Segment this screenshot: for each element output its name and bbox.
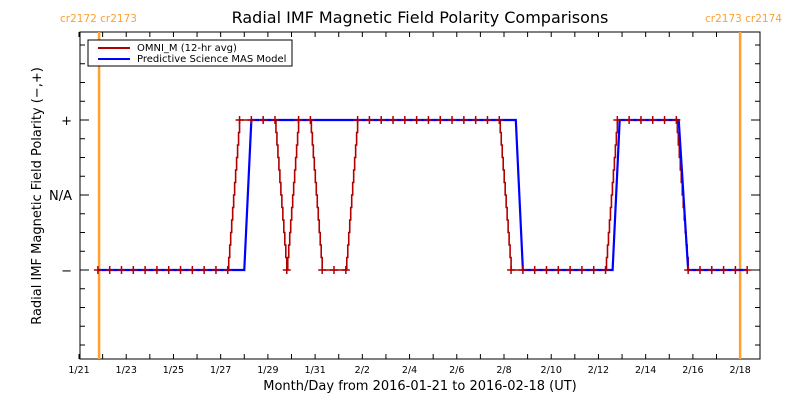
- data-point-omni: [200, 266, 209, 274]
- data-point-omni: [707, 266, 716, 274]
- data-point-omni: [448, 116, 457, 124]
- y-axis-label: Radial IMF Magnetic Field Polarity (−,+): [30, 67, 45, 325]
- data-point-omni: [318, 266, 327, 274]
- data-point-omni: [719, 266, 728, 274]
- y-tick-label-2: −: [61, 264, 72, 279]
- x-tick-label-12: 2/14: [635, 365, 656, 376]
- carrington-label-right: cr2173 cr2174: [705, 13, 782, 25]
- data-point-omni: [377, 116, 386, 124]
- data-point-omni: [625, 116, 634, 124]
- data-point-omni: [259, 116, 268, 124]
- data-point-omni: [554, 266, 563, 274]
- legend-label-omni: OMNI_M (12-hr avg): [137, 43, 237, 54]
- data-point-omni: [294, 116, 303, 124]
- data-point-omni: [613, 116, 622, 124]
- data-point-omni: [424, 116, 433, 124]
- data-point-omni: [129, 266, 138, 274]
- data-point-omni: [695, 266, 704, 274]
- data-point-omni: [117, 266, 126, 274]
- x-tick-label-14: 2/18: [729, 365, 750, 376]
- x-tick-label-4: 1/29: [257, 365, 278, 376]
- data-point-omni: [589, 266, 598, 274]
- data-point-omni: [636, 116, 645, 124]
- data-point-omni: [93, 266, 102, 274]
- data-point-omni: [270, 116, 279, 124]
- y-tick-label-1: N/A: [49, 189, 72, 204]
- data-point-omni: [211, 266, 220, 274]
- data-point-omni: [341, 266, 350, 274]
- data-point-omni: [459, 116, 468, 124]
- x-axis-label: Month/Day from 2016-01-21 to 2016-02-18 …: [263, 379, 576, 394]
- data-point-omni: [518, 266, 527, 274]
- data-point-omni: [247, 116, 256, 124]
- data-point-omni: [389, 116, 398, 124]
- data-point-omni: [188, 266, 197, 274]
- data-point-omni: [152, 266, 161, 274]
- data-point-omni: [141, 266, 150, 274]
- plot-frame: [79, 31, 761, 360]
- series-line-mas: [97, 118, 748, 272]
- data-point-omni: [648, 116, 657, 124]
- x-tick-label-6: 2/2: [355, 365, 370, 376]
- data-point-omni: [353, 116, 362, 124]
- y-tick-label-0: +: [61, 114, 72, 129]
- chart-title: Radial IMF Magnetic Field Polarity Compa…: [232, 8, 609, 27]
- data-point-omni: [164, 266, 173, 274]
- x-tick-label-2: 1/25: [163, 365, 184, 376]
- x-tick-label-7: 2/4: [402, 365, 417, 376]
- data-point-omni: [507, 266, 516, 274]
- x-tick-label-0: 1/21: [68, 365, 89, 376]
- x-tick-label-10: 2/10: [541, 365, 562, 376]
- x-tick-label-8: 2/6: [449, 365, 464, 376]
- x-tick-label-1: 1/23: [116, 365, 137, 376]
- data-point-omni: [495, 116, 504, 124]
- data-point-omni: [566, 266, 575, 274]
- x-tick-label-11: 2/12: [588, 365, 609, 376]
- data-point-omni: [542, 266, 551, 274]
- data-point-omni: [330, 266, 338, 274]
- legend-box: [87, 39, 293, 67]
- data-point-omni: [235, 116, 244, 124]
- data-point-omni: [483, 116, 492, 124]
- legend: OMNI_M (12-hr avg) Predictive Science MA…: [87, 39, 293, 67]
- data-point-omni: [601, 266, 610, 274]
- data-point-omni: [436, 116, 445, 124]
- data-point-omni: [176, 266, 185, 274]
- x-tick-label-3: 1/27: [210, 365, 231, 376]
- x-tick-label-9: 2/8: [496, 365, 511, 376]
- data-point-omni: [223, 266, 232, 274]
- data-point-omni: [400, 116, 409, 124]
- data-point-omni: [577, 266, 586, 274]
- x-tick-label-13: 2/16: [682, 365, 703, 376]
- data-point-omni: [306, 116, 315, 124]
- data-point-omni: [731, 266, 740, 274]
- series-line-omni: [97, 119, 748, 271]
- data-point-omni: [660, 116, 669, 124]
- data-point-omni: [471, 116, 480, 124]
- data-point-omni: [743, 266, 752, 274]
- data-point-omni: [530, 266, 539, 274]
- data-point-omni: [412, 116, 421, 124]
- data-point-omni: [672, 116, 681, 124]
- data-point-omni: [105, 266, 114, 274]
- x-tick-label-5: 1/31: [304, 365, 325, 376]
- data-point-omni: [684, 266, 693, 274]
- data-point-omni: [282, 266, 291, 274]
- legend-label-mas: Predictive Science MAS Model: [137, 54, 286, 65]
- plot-area: 1/21 1/23 1/25 1/27 1/29 1/31 2/2 2/4 2/6 2/8 2/10…: [49, 31, 761, 376]
- carrington-label-left: cr2172 cr2173: [60, 13, 137, 25]
- data-point-omni: [365, 116, 374, 124]
